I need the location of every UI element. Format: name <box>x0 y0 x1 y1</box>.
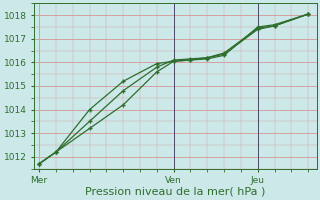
X-axis label: Pression niveau de la mer( hPa ): Pression niveau de la mer( hPa ) <box>85 187 266 197</box>
